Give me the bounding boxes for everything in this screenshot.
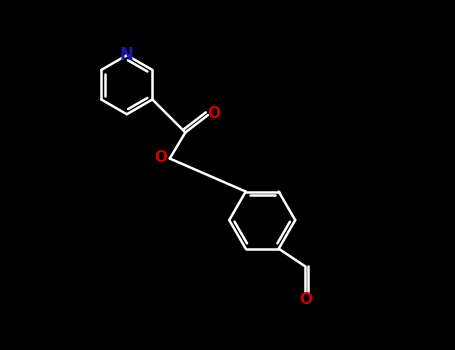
Text: N: N: [120, 46, 134, 64]
Text: O: O: [155, 150, 167, 165]
Text: O: O: [299, 292, 312, 307]
Text: O: O: [207, 106, 221, 121]
